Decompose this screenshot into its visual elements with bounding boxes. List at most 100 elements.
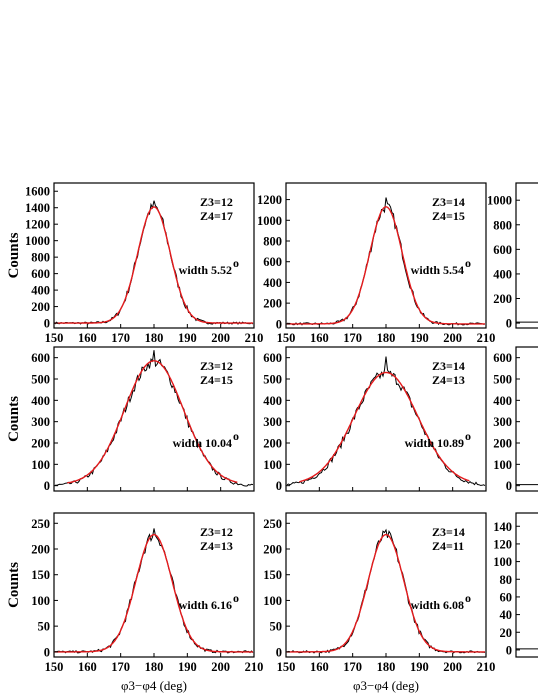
y-tick-label: 1200 <box>257 193 282 207</box>
y-tick-label: 800 <box>493 218 512 232</box>
y-tick-label: 150 <box>263 568 282 582</box>
y-tick-label: 0 <box>276 645 282 659</box>
degree-symbol: o <box>465 429 471 443</box>
y-tick-label: 400 <box>493 267 512 281</box>
x-tick-label: 180 <box>145 660 164 674</box>
charge-z3-label: Z3=14 <box>432 359 465 373</box>
fit-series-line <box>299 371 470 483</box>
y-tick-label: 60 <box>500 590 513 604</box>
width-label: width 5.52 <box>179 263 232 277</box>
plot-frame <box>515 346 538 492</box>
y-tick-label: 40 <box>500 608 513 622</box>
x-tick-label: 190 <box>410 331 429 345</box>
x-tick-label: 160 <box>78 331 97 345</box>
y-tick-label: 200 <box>493 437 512 451</box>
x-tick-label: 170 <box>111 331 130 345</box>
fit-series-line <box>67 360 238 484</box>
plot-frame <box>515 512 538 658</box>
panel-G: 0 50 100 150 200 250 150 160 170 180 190 200 210 Z3=1… <box>6 512 264 693</box>
x-tick-label: 160 <box>310 660 329 674</box>
x-tick-label: 150 <box>45 331 64 345</box>
x-tick-label: 180 <box>145 331 164 345</box>
y-tick-label: 200 <box>493 292 512 306</box>
y-axis-label: Counts <box>6 396 22 442</box>
y-tick-label: 80 <box>500 573 513 587</box>
y-tick-label: 200 <box>31 300 50 314</box>
y-tick-label: 800 <box>31 251 50 265</box>
y-tick-label: 400 <box>263 394 282 408</box>
y-tick-label: 100 <box>493 555 512 569</box>
plot-area <box>286 528 486 654</box>
degree-symbol: o <box>233 591 239 605</box>
x-tick-label: 150 <box>277 660 296 674</box>
x-tick-label: 210 <box>245 331 264 345</box>
plot-area <box>54 200 254 325</box>
x-tick-label: 160 <box>310 331 329 345</box>
charge-z4-label: Z4=15 <box>200 373 233 387</box>
y-tick-label: 400 <box>31 284 50 298</box>
x-tick-label: 170 <box>111 660 130 674</box>
panel-H: 0 50 100 150 200 250 150 160 170 180 190 200 210 Z3=1… <box>263 512 496 693</box>
width-label: width 6.08 <box>411 598 464 612</box>
y-tick-label: 600 <box>31 267 50 281</box>
degree-symbol: o <box>233 256 239 270</box>
x-tick-label: 180 <box>377 331 396 345</box>
y-tick-label: 0 <box>276 479 282 493</box>
degree-symbol: o <box>233 429 239 443</box>
y-tick-label: 120 <box>493 537 512 551</box>
fit-series-line <box>286 206 485 325</box>
x-axis-label: φ3−φ4 (deg) <box>353 678 419 693</box>
y-tick-label: 1600 <box>25 185 50 199</box>
y-tick-label: 800 <box>263 235 282 249</box>
y-tick-label: 500 <box>263 373 282 387</box>
y-tick-label: 200 <box>263 543 282 557</box>
x-tick-label: 190 <box>178 331 197 345</box>
y-tick-label: 200 <box>263 297 282 311</box>
charge-z3-label: Z3=14 <box>432 195 465 209</box>
charge-z4-label: Z4=13 <box>200 539 233 553</box>
x-tick-label: 210 <box>477 660 496 674</box>
y-tick-label: 100 <box>263 594 282 608</box>
y-tick-label: 150 <box>31 568 50 582</box>
plot-area <box>286 197 486 326</box>
y-tick-label: 300 <box>31 415 50 429</box>
x-tick-label: 200 <box>211 660 230 674</box>
degree-symbol: o <box>465 256 471 270</box>
y-tick-label: 500 <box>493 373 512 387</box>
plot-area <box>55 350 254 487</box>
y-tick-label: 0 <box>44 645 50 659</box>
panel-C: 0 200 400 600 800 1000 <box>487 182 538 331</box>
x-tick-label: 180 <box>377 660 396 674</box>
degree-symbol: o <box>465 591 471 605</box>
fit-series-line <box>54 533 253 653</box>
y-tick-label: 300 <box>263 415 282 429</box>
x-axis-label: φ3−φ4 (deg) <box>121 678 187 693</box>
y-tick-label: 250 <box>263 517 282 531</box>
y-tick-label: 100 <box>263 458 282 472</box>
y-tick-label: 100 <box>31 594 50 608</box>
panel-B: 0 200 400 600 800 1000 1200 150 160 170 180 190 200 2… <box>257 182 495 345</box>
x-tick-label: 160 <box>78 660 97 674</box>
fit-series-line <box>286 533 485 653</box>
y-tick-label: 20 <box>500 626 513 640</box>
y-tick-label: 200 <box>31 437 50 451</box>
x-tick-label: 210 <box>245 660 264 674</box>
y-tick-label: 1000 <box>25 234 50 248</box>
y-tick-label: 400 <box>493 394 512 408</box>
charge-z4-label: Z4=15 <box>432 209 465 223</box>
y-tick-label: 1400 <box>25 201 50 215</box>
width-label: width 6.16 <box>179 598 232 612</box>
width-label: width 10.04 <box>173 436 232 450</box>
x-tick-label: 150 <box>277 331 296 345</box>
x-tick-label: 150 <box>45 660 64 674</box>
y-tick-label: 1000 <box>257 214 282 228</box>
x-tick-label: 190 <box>178 660 197 674</box>
y-axis-label: Counts <box>6 562 22 608</box>
plot-area <box>54 528 254 654</box>
y-tick-label: 500 <box>31 373 50 387</box>
panel-A: 0 200 400 600 800 1000 1200 1400 1600 150 160 170 18… <box>6 182 264 345</box>
x-tick-label: 200 <box>443 660 462 674</box>
y-tick-label: 100 <box>493 458 512 472</box>
